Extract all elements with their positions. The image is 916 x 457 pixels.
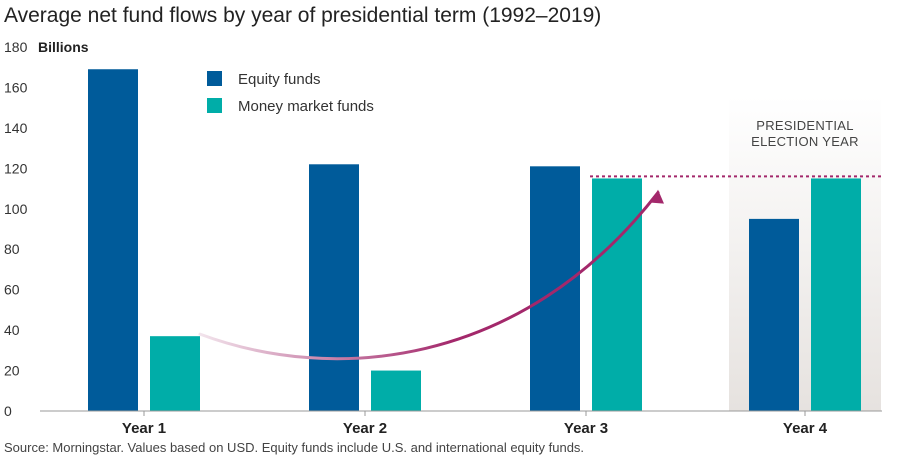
bar-equity-funds-year-3 [530, 166, 580, 411]
legend: Equity funds Money market funds [207, 71, 374, 115]
y-tick-label-80: 80 [4, 241, 20, 257]
legend-label-equity: Equity funds [238, 71, 321, 88]
election-year-annotation: PRESIDENTIAL ELECTION YEAR [751, 118, 859, 149]
bar-equity-funds-year-1 [88, 69, 138, 411]
bar-money-market-funds-year-1 [150, 336, 200, 411]
bar-money-market-funds-year-3 [592, 178, 642, 411]
y-tick-label-100: 100 [4, 201, 28, 217]
y-tick-label-60: 60 [4, 282, 20, 298]
y-tick-label-160: 160 [4, 79, 28, 95]
legend-swatch-equity [207, 71, 222, 86]
y-tick-label-140: 140 [4, 120, 28, 136]
bar-money-market-funds-year-2 [371, 370, 421, 411]
source-note: Source: Morningstar. Values based on USD… [4, 440, 584, 455]
x-category-label-year-1: Year 1 [122, 420, 166, 437]
y-unit-label: Billions [38, 39, 89, 55]
chart-title: Average net fund flows by year of presid… [4, 4, 601, 27]
y-tick-label-20: 20 [4, 363, 20, 379]
y-tick-label-40: 40 [4, 322, 20, 338]
bar-equity-funds-year-4 [749, 218, 799, 411]
trend-arrow-head [651, 189, 664, 204]
trend-arrow-curve [198, 191, 660, 361]
x-category-label-year-3: Year 3 [564, 420, 608, 437]
bar-equity-funds-year-2 [309, 164, 359, 411]
x-category-label-year-2: Year 2 [343, 420, 387, 437]
y-tick-label-0: 0 [4, 403, 12, 419]
legend-label-money-market: Money market funds [238, 98, 374, 115]
legend-swatch-money-market [207, 98, 222, 113]
x-category-label-year-4: Year 4 [783, 420, 828, 437]
y-tick-label-120: 120 [4, 160, 28, 176]
y-tick-label-180: 180 [4, 39, 28, 55]
bar-money-market-funds-year-4 [811, 178, 861, 411]
